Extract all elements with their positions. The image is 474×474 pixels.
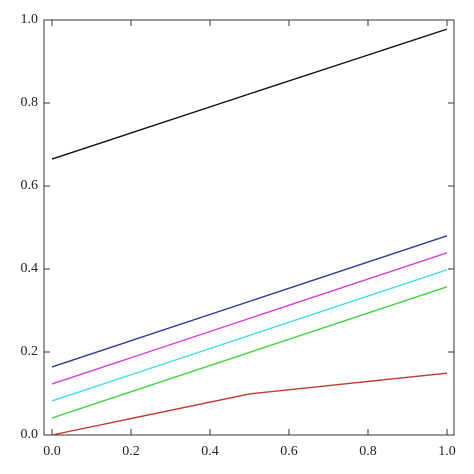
y-tick-label: 0.8 [21,95,39,110]
plot-frame [43,19,455,436]
y-tick-label: 0.2 [21,344,39,359]
x-tick-label: 0.0 [43,444,61,459]
series-line [51,252,448,385]
y-tick-label: 0.6 [21,178,39,193]
x-tick-label: 1.0 [438,444,456,459]
series-line [51,286,448,419]
x-tick-label: 0.8 [359,444,377,459]
series-line [51,269,448,402]
x-tick-label: 0.2 [122,444,140,459]
y-tick-label: 1.0 [21,12,39,27]
series-line [51,28,448,160]
y-tick-label: 0.4 [21,261,39,276]
y-tick-label: 0.0 [21,427,39,442]
x-tick-label: 0.4 [201,444,219,459]
series-line [51,235,448,368]
x-tick-label: 0.6 [280,444,298,459]
series-line [51,372,448,436]
